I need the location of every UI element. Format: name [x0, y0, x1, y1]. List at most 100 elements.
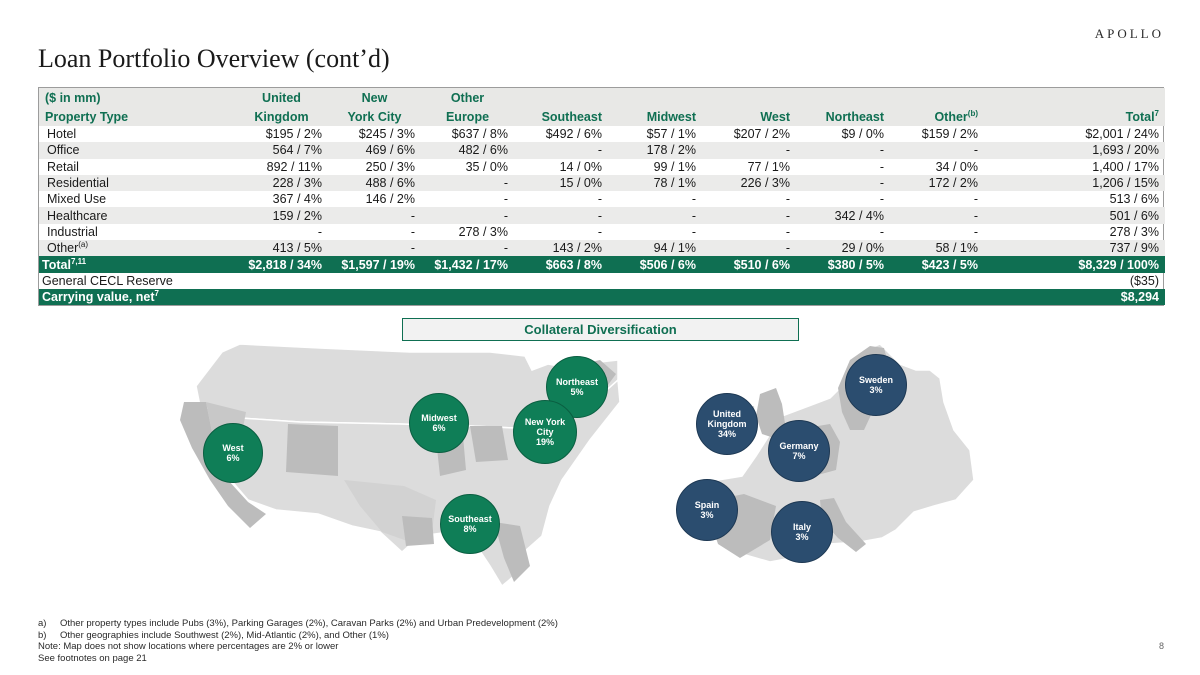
table-row-total: Total7,11 $2,818 / 34% $1,597 / 19% $1,432 …: [39, 256, 1165, 273]
row-label: Other: [47, 241, 79, 256]
collateral-diversification-title: Collateral Diversification: [402, 318, 799, 341]
table-cell: -: [597, 143, 602, 158]
bubble-percent: 34%: [717, 429, 736, 439]
table-cell: 78 / 1%: [653, 176, 696, 191]
row-label-cell: Hotel: [39, 126, 235, 142]
table-cell: 172 / 2%: [928, 176, 978, 191]
footnotes: a) Other property types include Pubs (3%…: [38, 618, 558, 664]
table-cell: $2,001 / 24%: [1085, 127, 1159, 142]
row-label: Total: [42, 257, 71, 272]
table-cell: -: [973, 192, 978, 207]
table-cell: -: [785, 208, 790, 223]
table-cell: -: [973, 224, 978, 239]
table-row: Industrial - - 278 / 3% - - - - - 278 / 3%: [39, 224, 1165, 240]
bubble-percent: 6%: [432, 423, 446, 433]
table-row: Office 564 / 7% 469 / 6% 482 / 6% - 178 / 2% -…: [39, 142, 1165, 159]
table-cell: [608, 289, 702, 305]
table-cell: [702, 273, 796, 289]
table-cell: 35 / 0%: [465, 159, 508, 174]
table-cell: 228 / 3%: [272, 176, 322, 191]
table-header-row-top: ($ in mm) United New Other: [39, 88, 1165, 107]
table-cell: -: [691, 208, 696, 223]
row-label-cell: Carrying value, net7: [39, 289, 235, 305]
loan-portfolio-table: ($ in mm) United New Other Property Type…: [39, 88, 1165, 306]
bubble-percent: 19%: [535, 437, 554, 447]
bubble-italy: Italy 3%: [771, 501, 833, 563]
bubble-name: Italy: [792, 522, 811, 532]
table-cell: 34 / 0%: [935, 159, 978, 174]
header-cell: Northeast: [825, 109, 884, 124]
table-cell: -: [597, 224, 602, 239]
table-cell: -: [410, 241, 415, 256]
table-cell: 564 / 7%: [272, 143, 322, 158]
bubble-spain: Spain 3%: [676, 479, 738, 541]
bubble-name: New York City: [524, 417, 566, 437]
bubble-germany: Germany 7%: [768, 420, 830, 482]
table-cell: $380 / 5%: [827, 257, 884, 272]
table-cell: [702, 289, 796, 305]
row-label: Residential: [47, 176, 109, 191]
header-total-label: Total: [1125, 109, 1155, 124]
footnote-see: See footnotes on page 21: [38, 652, 147, 664]
table-cell: 94 / 1%: [653, 241, 696, 256]
table-cell: [328, 289, 421, 305]
table-row: Residential 228 / 3% 488 / 6% - 15 / 0% 78 / …: [39, 174, 1165, 192]
bubble-percent: 6%: [226, 453, 240, 463]
table-cell: -: [879, 192, 884, 207]
table-cell: -: [410, 208, 415, 223]
bubble-name: Germany: [779, 441, 819, 451]
table-cell: [608, 273, 702, 289]
table-cell: $1,597 / 19%: [341, 257, 415, 272]
header-cell: York City: [347, 109, 402, 124]
table-row: Healthcare 159 / 2% - - - - - 342 / 4% - 501 / 6%: [39, 207, 1165, 224]
bubble-percent: 7%: [792, 451, 806, 461]
table-cell: 892 / 11%: [266, 159, 322, 174]
row-label-cell: Residential: [39, 175, 235, 191]
table-cell: ($35): [1129, 273, 1159, 288]
bubble-name: Sweden: [858, 375, 893, 385]
row-label-cell: Mixed Use: [39, 191, 235, 207]
header-other-label: Other: [934, 109, 968, 124]
table-cell: $2,818 / 34%: [248, 257, 322, 272]
table-cell: -: [503, 241, 508, 256]
bubble-name: United Kingdom: [707, 409, 747, 429]
table-cell: 14 / 0%: [559, 159, 602, 174]
table-cell: $8,329 / 100%: [1078, 257, 1159, 272]
us-region-florida: [494, 522, 530, 582]
table-cell: [328, 273, 421, 289]
table-cell: $9 / 0%: [841, 127, 884, 142]
table-cell: 367 / 4%: [272, 192, 322, 207]
table-row: Other(a) 413 / 5% - - 143 / 2% 94 / 1% - 29 / 0…: [39, 240, 1165, 257]
table-cell: -: [410, 224, 415, 239]
bubble-name: Spain: [694, 500, 720, 510]
table-cell: $423 / 5%: [921, 257, 978, 272]
table-cell: 58 / 1%: [935, 241, 978, 256]
header-cell: Kingdom: [254, 109, 309, 124]
table-body: Hotel $195 / 2% $245 / 3% $637 / 8% $492 / 6…: [39, 126, 1165, 306]
table-cell: -: [597, 192, 602, 207]
table-cell: -: [973, 208, 978, 223]
table-cell: $207 / 2%: [733, 127, 790, 142]
table-cell: [235, 289, 328, 305]
row-label-cell: Industrial: [39, 224, 235, 240]
table-cell: [514, 273, 608, 289]
table-cell: [890, 289, 984, 305]
header-cell: United: [262, 90, 301, 105]
table-row: Mixed Use 367 / 4% 146 / 2% - - - - - - 513 / 6%: [39, 191, 1165, 207]
table-cell: -: [503, 192, 508, 207]
header-cell: Total7: [984, 107, 1165, 126]
table-row-carrying: Carrying value, net7 $8,294: [39, 288, 1165, 306]
row-label-sup: 7: [154, 288, 159, 298]
table-cell: $245 / 3%: [358, 127, 415, 142]
us-region-mountain: [286, 424, 338, 476]
table-cell: -: [879, 159, 884, 174]
header-cell: Southeast: [541, 109, 602, 124]
table-cell: -: [691, 224, 696, 239]
table-cell: 77 / 1%: [747, 159, 790, 174]
table-cell: [796, 273, 890, 289]
row-label: Mixed Use: [47, 192, 107, 207]
table-cell: 178 / 2%: [646, 143, 696, 158]
table-cell: $492 / 6%: [545, 127, 602, 142]
bubble-name: West: [222, 443, 244, 453]
row-label-cell: General CECL Reserve: [39, 273, 235, 289]
